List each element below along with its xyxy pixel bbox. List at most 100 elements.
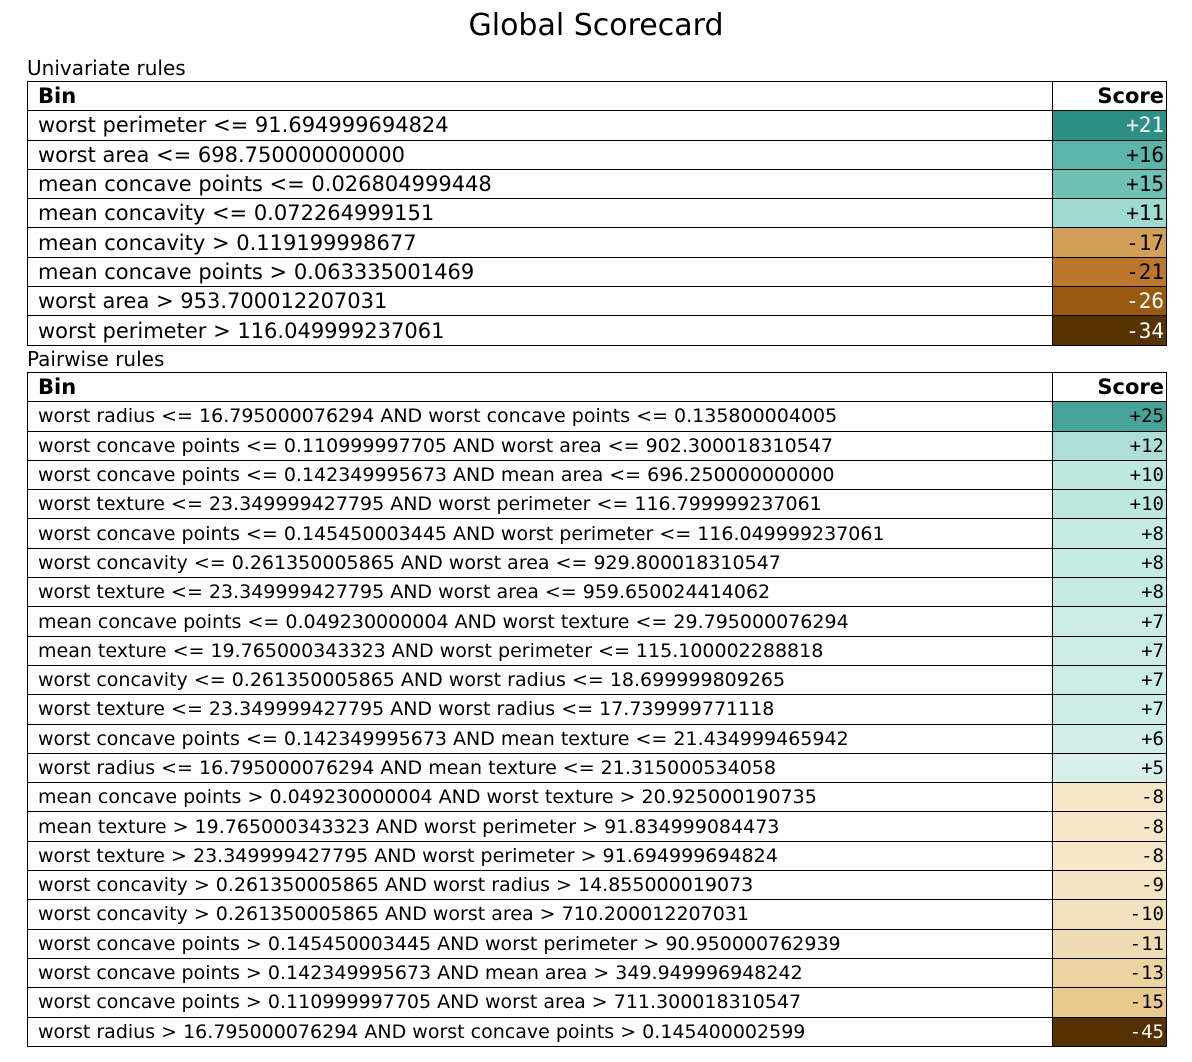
- table-header-row: Bin Score: [27, 371, 1167, 403]
- bin-cell: worst concave points > 0.110999997705 AN…: [27, 987, 1053, 1018]
- table-row: mean texture <= 19.765000343323 AND wors…: [27, 635, 1167, 666]
- score-cell: +21: [1052, 110, 1167, 141]
- bin-cell: worst concavity <= 0.261350005865 AND wo…: [27, 664, 1053, 696]
- score-cell: +5: [1052, 752, 1167, 784]
- score-cell: -21: [1052, 256, 1167, 288]
- score-cell: -10: [1052, 899, 1167, 930]
- score-cell: +10: [1052, 459, 1167, 491]
- bin-cell: worst texture > 23.349999427795 AND wors…: [27, 840, 1053, 872]
- bin-cell: worst texture <= 23.349999427795 AND wor…: [27, 694, 1053, 725]
- score-cell: +7: [1052, 635, 1167, 666]
- bin-cell: worst radius <= 16.795000076294 AND mean…: [27, 752, 1053, 784]
- univariate-section-label: Univariate rules: [27, 56, 186, 80]
- bin-cell: mean concave points > 0.049230000004 AND…: [27, 782, 1053, 813]
- bin-cell: worst area > 953.700012207031: [27, 286, 1053, 317]
- table-row: worst texture <= 23.349999427795 AND wor…: [27, 694, 1167, 725]
- table-row: worst area > 953.700012207031 -26: [27, 286, 1167, 317]
- score-cell: -34: [1052, 315, 1167, 346]
- bin-cell: worst perimeter > 116.049999237061: [27, 315, 1053, 346]
- score-cell: +25: [1052, 401, 1167, 432]
- bin-cell: worst area <= 698.750000000000: [27, 139, 1053, 170]
- bin-cell: mean concave points <= 0.026804999448: [27, 168, 1053, 200]
- bin-cell: worst concavity <= 0.261350005865 AND wo…: [27, 547, 1053, 579]
- table-row: worst concavity <= 0.261350005865 AND wo…: [27, 547, 1167, 579]
- bin-cell: worst texture <= 23.349999427795 AND wor…: [27, 577, 1053, 608]
- bin-cell: worst texture <= 23.349999427795 AND wor…: [27, 489, 1053, 520]
- table-row: worst concave points > 0.142349995673 AN…: [27, 957, 1167, 989]
- table-row: mean concave points <= 0.049230000004 AN…: [27, 606, 1167, 637]
- pairwise-section-label: Pairwise rules: [27, 347, 165, 371]
- table-row: worst texture <= 23.349999427795 AND wor…: [27, 489, 1167, 520]
- score-cell: +7: [1052, 664, 1167, 696]
- bin-cell: mean texture > 19.765000343323 AND worst…: [27, 811, 1053, 842]
- score-cell: +8: [1052, 577, 1167, 608]
- table-row: worst concave points > 0.110999997705 AN…: [27, 987, 1167, 1018]
- score-cell: -8: [1052, 840, 1167, 872]
- table-row: worst concave points <= 0.142349995673 A…: [27, 459, 1167, 491]
- score-cell: +7: [1052, 694, 1167, 725]
- bin-cell: worst concave points <= 0.145450003445 A…: [27, 518, 1053, 549]
- score-column-header: Score: [1052, 371, 1167, 403]
- score-column-header: Score: [1052, 80, 1167, 112]
- bin-cell: worst concavity > 0.261350005865 AND wor…: [27, 899, 1053, 930]
- score-cell: +15: [1052, 168, 1167, 200]
- bin-cell: worst radius > 16.795000076294 AND worst…: [27, 1016, 1053, 1047]
- score-cell: -11: [1052, 928, 1167, 959]
- bin-column-header: Bin: [27, 371, 1053, 403]
- table-row: worst concavity > 0.261350005865 AND wor…: [27, 870, 1167, 901]
- score-cell: +11: [1052, 198, 1167, 229]
- bin-cell: worst concavity > 0.261350005865 AND wor…: [27, 870, 1053, 901]
- table-row: worst radius <= 16.795000076294 AND wors…: [27, 401, 1167, 432]
- bin-cell: worst radius <= 16.795000076294 AND wors…: [27, 401, 1053, 432]
- table-row: mean concave points > 0.063335001469 -21: [27, 256, 1167, 288]
- bin-cell: mean concavity <= 0.072264999151: [27, 198, 1053, 229]
- table-row: worst concave points <= 0.145450003445 A…: [27, 518, 1167, 549]
- score-cell: +12: [1052, 430, 1167, 461]
- score-cell: -15: [1052, 987, 1167, 1018]
- table-row: mean concavity <= 0.072264999151 +11: [27, 198, 1167, 229]
- table-row: worst concavity <= 0.261350005865 AND wo…: [27, 664, 1167, 696]
- table-row: mean concave points > 0.049230000004 AND…: [27, 782, 1167, 813]
- score-cell: +8: [1052, 518, 1167, 549]
- bin-cell: worst concave points > 0.145450003445 AN…: [27, 928, 1053, 959]
- score-cell: +6: [1052, 723, 1167, 754]
- bin-cell: worst concave points <= 0.142349995673 A…: [27, 459, 1053, 491]
- score-cell: -26: [1052, 286, 1167, 317]
- table-row: mean texture > 19.765000343323 AND worst…: [27, 811, 1167, 842]
- score-cell: +10: [1052, 489, 1167, 520]
- table-row: mean concavity > 0.119199998677 -17: [27, 227, 1167, 258]
- score-cell: +7: [1052, 606, 1167, 637]
- table-row: worst concave points <= 0.110999997705 A…: [27, 430, 1167, 461]
- table-row: mean concave points <= 0.026804999448 +15: [27, 168, 1167, 200]
- score-cell: -13: [1052, 957, 1167, 989]
- score-cell: -9: [1052, 870, 1167, 901]
- score-cell: -45: [1052, 1016, 1167, 1047]
- table-row: worst area <= 698.750000000000 +16: [27, 139, 1167, 170]
- table-row: worst radius > 16.795000076294 AND worst…: [27, 1016, 1167, 1047]
- bin-cell: worst perimeter <= 91.694999694824: [27, 110, 1053, 141]
- bin-cell: worst concave points <= 0.142349995673 A…: [27, 723, 1053, 754]
- score-cell: +8: [1052, 547, 1167, 579]
- table-row: worst texture > 23.349999427795 AND wors…: [27, 840, 1167, 872]
- bin-cell: mean texture <= 19.765000343323 AND wors…: [27, 635, 1053, 666]
- bin-cell: mean concave points <= 0.049230000004 AN…: [27, 606, 1053, 637]
- table-row: worst texture <= 23.349999427795 AND wor…: [27, 577, 1167, 608]
- table-row: worst perimeter <= 91.694999694824 +21: [27, 110, 1167, 141]
- bin-cell: mean concave points > 0.063335001469: [27, 256, 1053, 288]
- pairwise-rules-table: Bin Score worst radius <= 16.79500007629…: [27, 371, 1167, 1047]
- chart-title: Global Scorecard: [468, 8, 724, 43]
- bin-cell: worst concave points > 0.142349995673 AN…: [27, 957, 1053, 989]
- univariate-rules-table: Bin Score worst perimeter <= 91.69499969…: [27, 80, 1167, 346]
- score-cell: +16: [1052, 139, 1167, 170]
- table-row: worst concave points > 0.145450003445 AN…: [27, 928, 1167, 959]
- table-row: worst concavity > 0.261350005865 AND wor…: [27, 899, 1167, 930]
- score-cell: -8: [1052, 811, 1167, 842]
- bin-cell: worst concave points <= 0.110999997705 A…: [27, 430, 1053, 461]
- bin-cell: mean concavity > 0.119199998677: [27, 227, 1053, 258]
- score-cell: -17: [1052, 227, 1167, 258]
- table-row: worst perimeter > 116.049999237061 -34: [27, 315, 1167, 346]
- table-row: worst concave points <= 0.142349995673 A…: [27, 723, 1167, 754]
- score-cell: -8: [1052, 782, 1167, 813]
- table-header-row: Bin Score: [27, 80, 1167, 112]
- bin-column-header: Bin: [27, 80, 1053, 112]
